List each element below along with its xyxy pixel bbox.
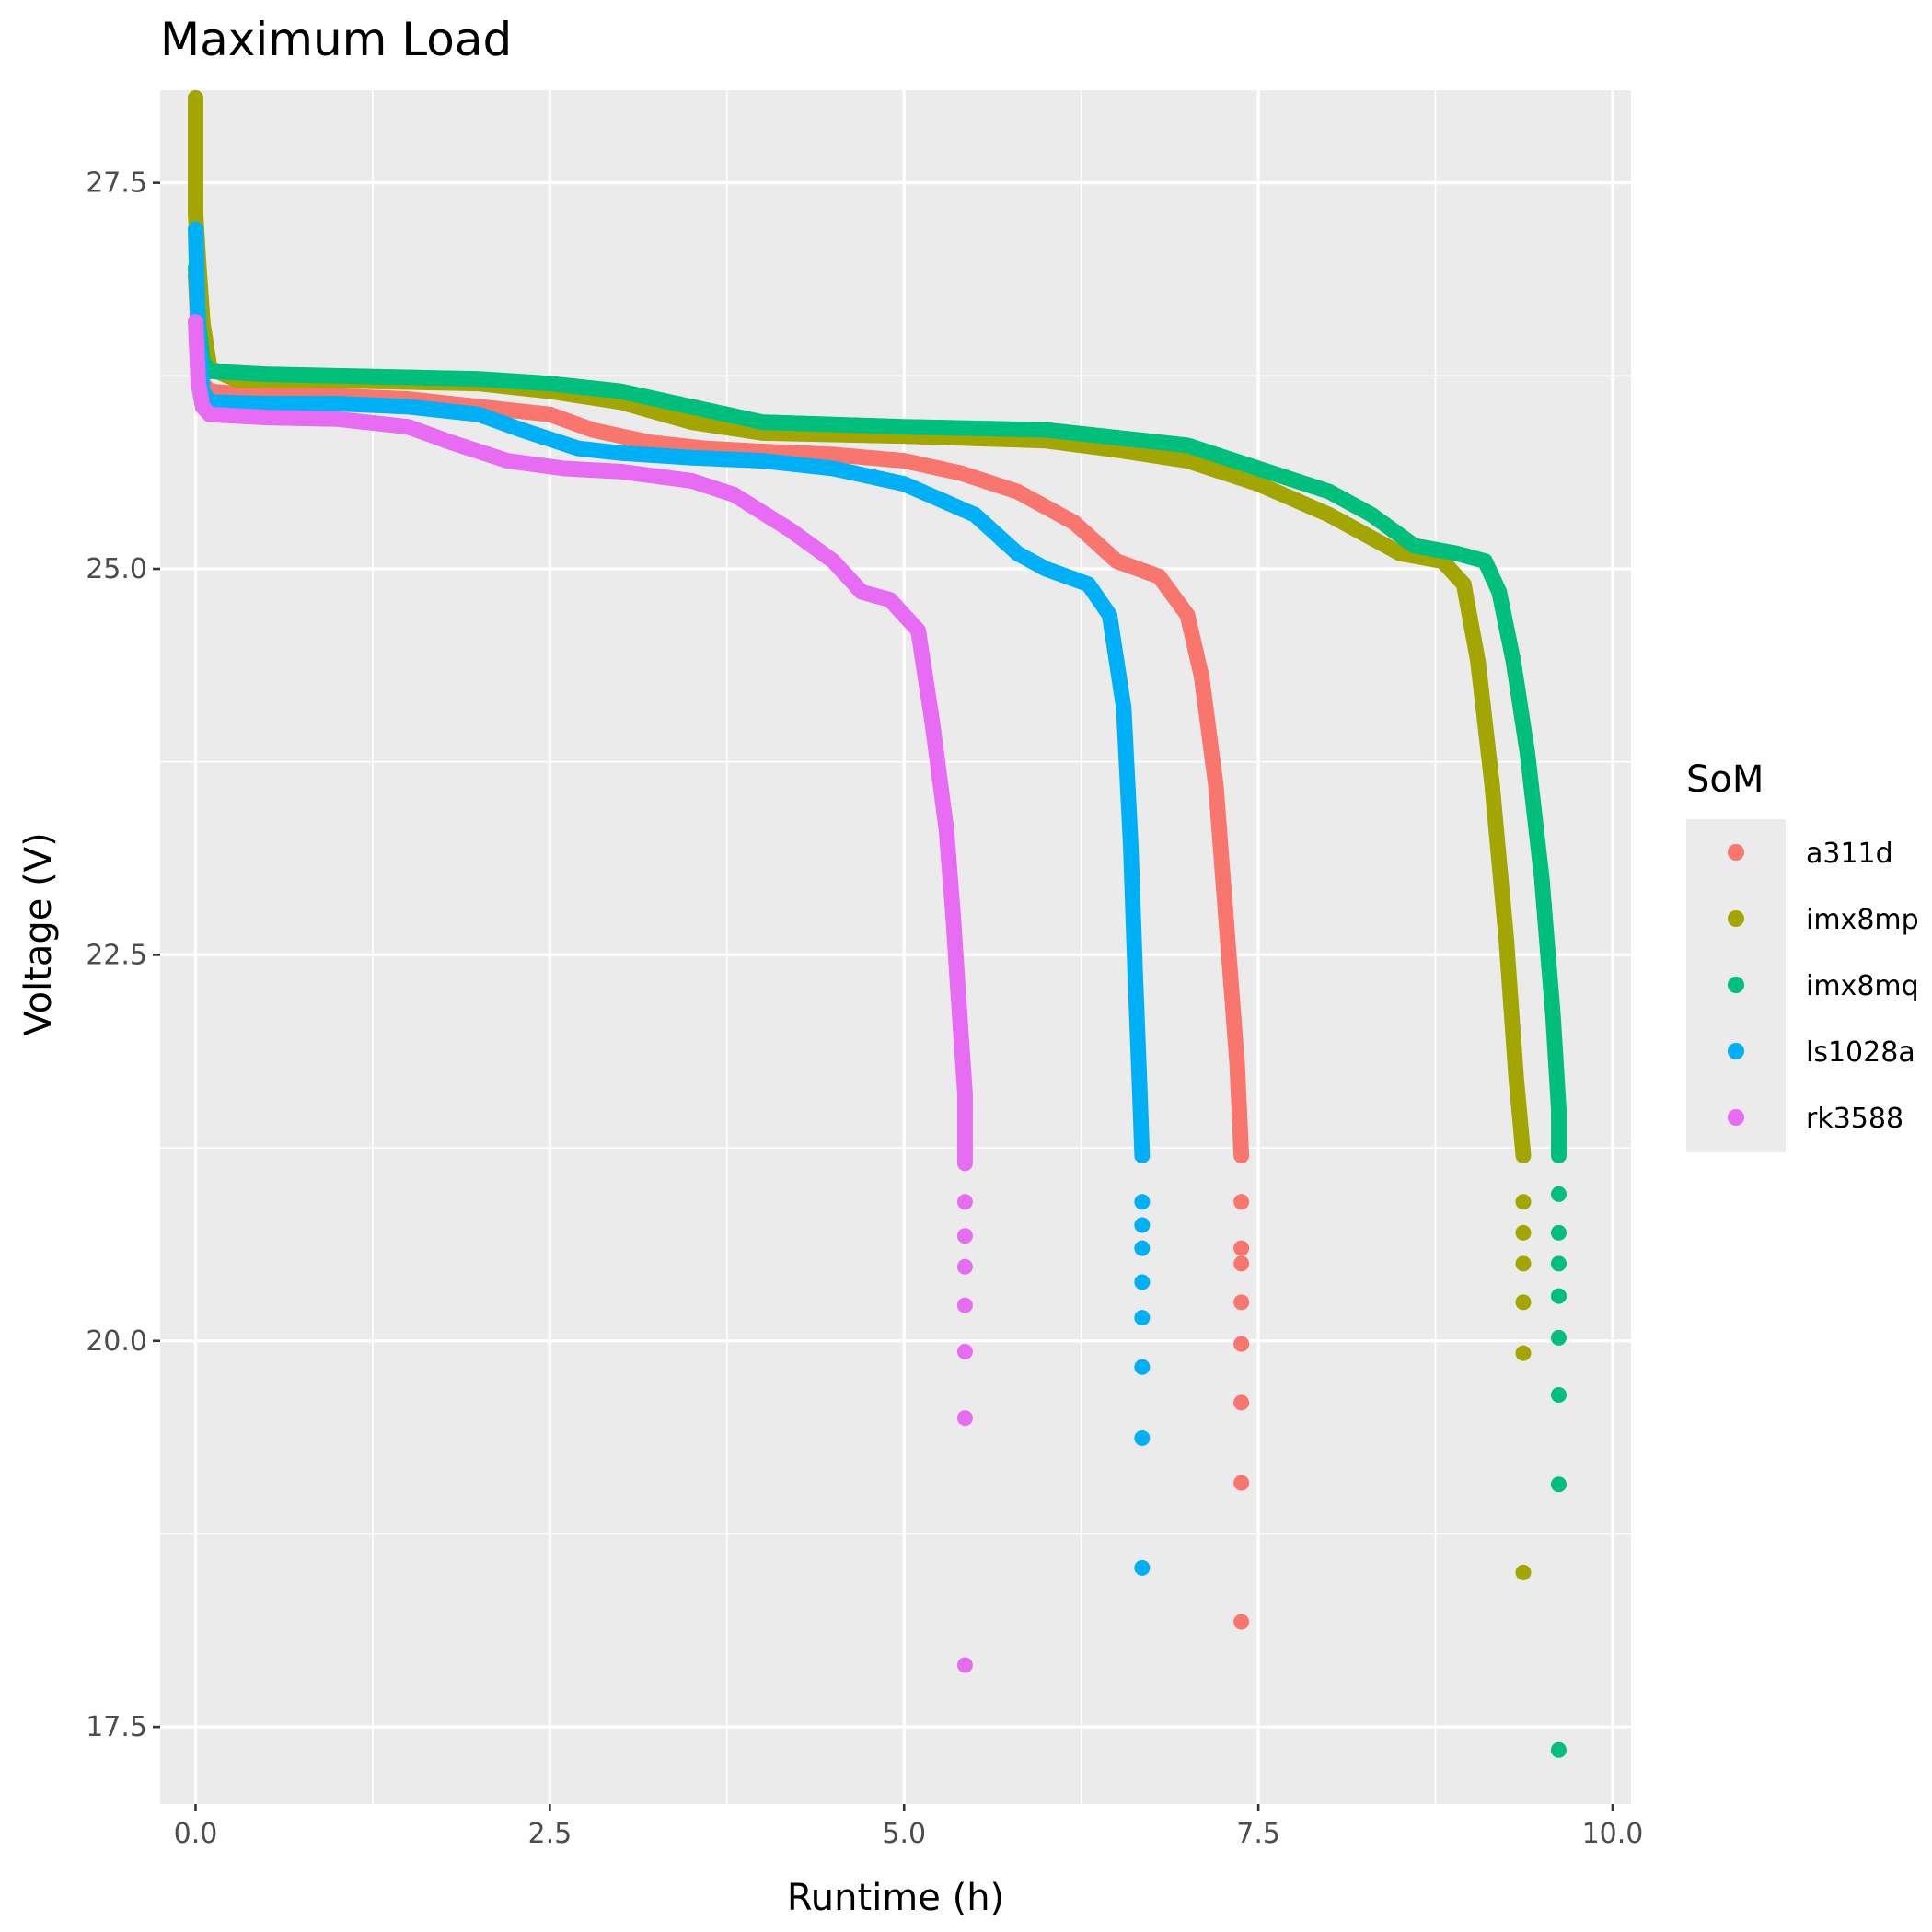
data-point: [1233, 1614, 1250, 1630]
chart-title: Maximum Load: [160, 13, 512, 66]
legend-item-a311d: a311d: [1728, 838, 1893, 870]
data-point: [1233, 1147, 1250, 1163]
y-tick-label: 27.5: [86, 168, 147, 200]
data-point: [1550, 1329, 1567, 1346]
legend-label: imx8mp: [1806, 904, 1919, 936]
legend-item-ls1028a: ls1028a: [1728, 1036, 1915, 1069]
legend-item-imx8mq: imx8mq: [1728, 970, 1919, 1002]
y-axis-title: Voltage (V): [17, 832, 60, 1035]
legend-label: a311d: [1806, 838, 1893, 870]
data-point: [1134, 1147, 1151, 1163]
x-tick-label: 2.5: [528, 1818, 573, 1850]
data-point: [1550, 1255, 1567, 1272]
data-point: [1550, 1386, 1567, 1403]
data-point: [1233, 1255, 1250, 1272]
data-point: [1134, 1217, 1151, 1233]
series-imx8mq: [187, 260, 1567, 1758]
data-point: [956, 1155, 973, 1172]
data-point: [1134, 1310, 1151, 1326]
data-point: [1550, 1476, 1567, 1493]
data-point: [1515, 1224, 1532, 1241]
data-point: [1134, 1274, 1151, 1290]
data-point: [1233, 1475, 1250, 1491]
data-point: [1134, 1194, 1151, 1210]
data-point: [1550, 1224, 1567, 1241]
data-point: [1515, 1255, 1532, 1272]
data-point: [956, 1258, 973, 1275]
x-tick-label: 5.0: [882, 1818, 926, 1850]
data-point: [1550, 1147, 1567, 1163]
x-tick-label: 10.0: [1582, 1818, 1644, 1850]
data-point: [1233, 1194, 1250, 1210]
data-point: [1550, 1741, 1567, 1758]
legend-key: [1728, 1109, 1744, 1126]
y-tick-label: 25.0: [86, 553, 147, 585]
series-ls1028a: [187, 221, 1151, 1576]
data-point: [1233, 1240, 1250, 1256]
data-points: [187, 89, 1567, 1758]
series-rk3588: [187, 314, 973, 1673]
data-point: [1515, 1345, 1532, 1361]
legend-items: a311d imx8mp imx8mq ls1028a rk3588: [1728, 838, 1919, 1135]
data-point: [1233, 1394, 1250, 1411]
grid-major: [160, 90, 1631, 1804]
legend-key: [1728, 977, 1744, 993]
legend-title: SoM: [1686, 758, 1764, 801]
legend: SoM a311d imx8mp imx8mq ls1028a rk3588: [1686, 758, 1919, 1152]
grid-minor: [160, 90, 1631, 1804]
data-point: [1515, 1194, 1532, 1210]
data-point: [1134, 1240, 1151, 1256]
y-tick-label: 20.0: [86, 1325, 147, 1358]
x-tick-label: 0.0: [174, 1818, 218, 1850]
x-axis: 0.0 2.5 5.0 7.5 10.0: [174, 1804, 1644, 1850]
legend-key: [1728, 1043, 1744, 1059]
y-tick-label: 22.5: [86, 939, 147, 971]
y-tick-label: 17.5: [86, 1711, 147, 1743]
data-point: [956, 1297, 973, 1313]
legend-key: [1728, 910, 1744, 927]
data-point: [1233, 1336, 1250, 1352]
y-axis: 17.5 20.0 22.5 25.0 27.5: [86, 168, 160, 1743]
data-point: [1134, 1359, 1151, 1375]
legend-label: rk3588: [1806, 1103, 1903, 1135]
data-point: [1134, 1429, 1151, 1446]
data-point: [1550, 1186, 1567, 1202]
plot-panel: [160, 90, 1631, 1804]
x-tick-label: 7.5: [1236, 1818, 1280, 1850]
data-point: [956, 1657, 973, 1673]
data-point: [1233, 1294, 1250, 1311]
legend-label: imx8mq: [1806, 970, 1919, 1002]
data-point: [1550, 1288, 1567, 1304]
legend-item-imx8mp: imx8mp: [1728, 904, 1919, 936]
data-point: [956, 1228, 973, 1244]
x-axis-title: Runtime (h): [787, 1877, 1004, 1919]
data-point: [956, 1343, 973, 1359]
legend-key: [1728, 844, 1744, 861]
data-point: [956, 1194, 973, 1210]
data-point: [1515, 1564, 1532, 1580]
legend-label: ls1028a: [1806, 1036, 1915, 1069]
legend-item-rk3588: rk3588: [1728, 1103, 1903, 1135]
data-point: [1134, 1559, 1151, 1576]
data-point: [1515, 1294, 1532, 1311]
data-point: [1515, 1147, 1532, 1163]
data-point: [956, 1410, 973, 1427]
